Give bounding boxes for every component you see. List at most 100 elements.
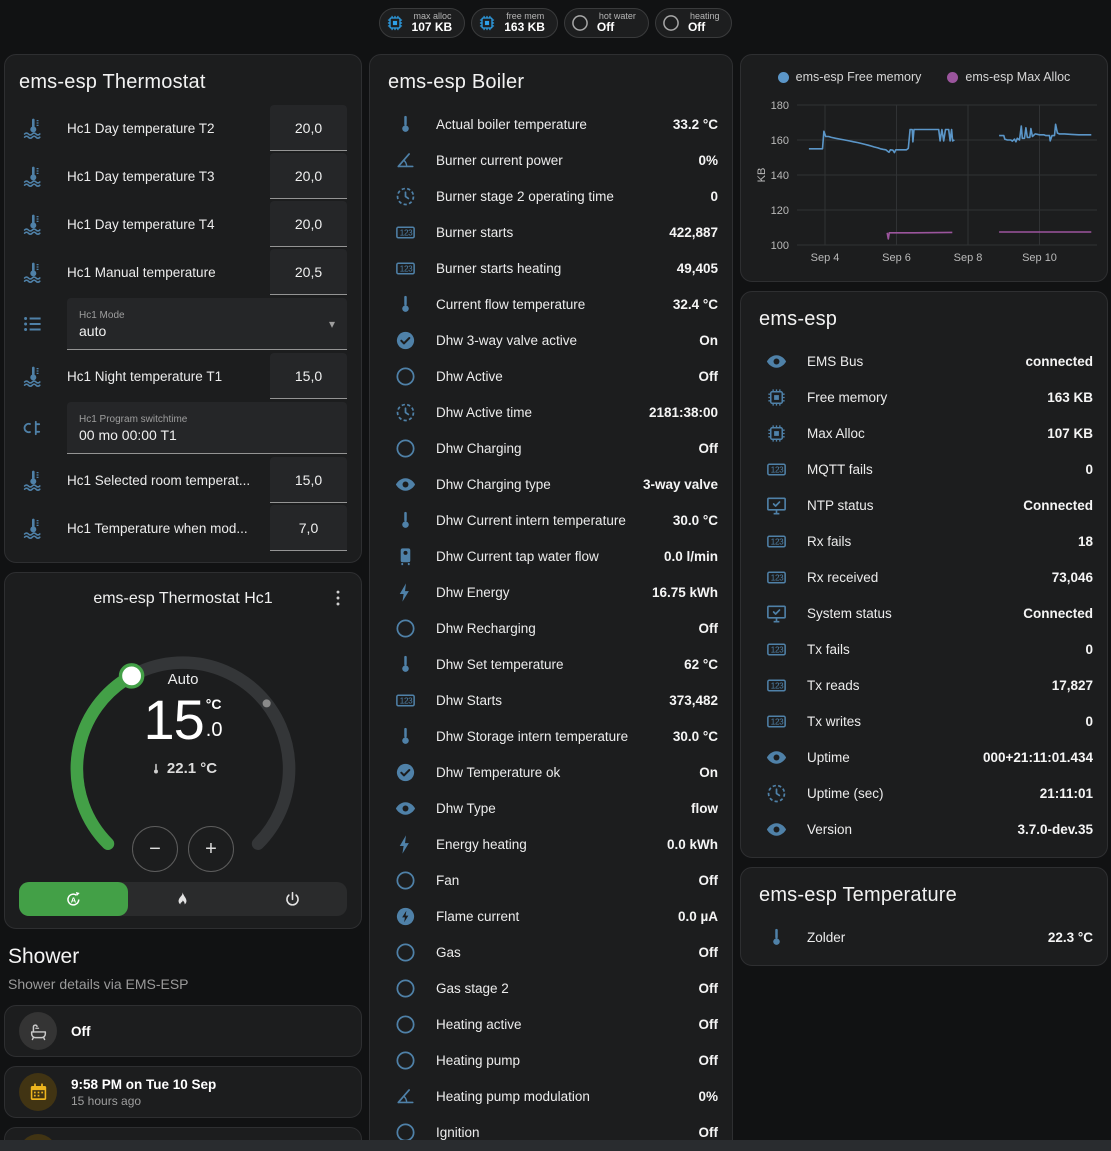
number-input[interactable]: 15,0 bbox=[270, 457, 347, 503]
dial-knob[interactable] bbox=[118, 663, 145, 689]
shower-tile[interactable]: 9:58 PM on Tue 10 Sep 15 hours ago bbox=[4, 1066, 362, 1118]
number-row: Hc1 Selected room temperat... 15,0 bbox=[19, 456, 347, 504]
chip-icon bbox=[477, 13, 497, 33]
entity-row[interactable]: Dhw Charging Off bbox=[382, 430, 720, 466]
hvac-mode-bar: A bbox=[19, 882, 347, 916]
svg-text:140: 140 bbox=[771, 170, 789, 182]
text-row: Hc1 Program switchtime 00 mo 00:00 T1 bbox=[19, 400, 347, 456]
entity-row[interactable]: Actual boiler temperature 33.2 °C bbox=[382, 106, 720, 142]
legend-dot bbox=[947, 71, 959, 83]
eye-icon bbox=[394, 473, 417, 496]
chip-icon bbox=[765, 422, 788, 445]
clock-dashed-icon bbox=[394, 185, 417, 208]
entity-row[interactable]: Heating pump Off bbox=[382, 1042, 720, 1078]
number-input[interactable]: 20,5 bbox=[270, 249, 347, 295]
status-badge[interactable]: max alloc 107 KB bbox=[378, 8, 466, 38]
number-input[interactable]: 20,0 bbox=[270, 201, 347, 247]
legend-item[interactable]: ems-esp Free memory bbox=[777, 70, 921, 84]
entity-row[interactable]: Dhw Current intern temperature 30.0 °C bbox=[382, 502, 720, 538]
number-input[interactable]: 20,0 bbox=[270, 153, 347, 199]
entity-row[interactable]: Current flow temperature 32.4 °C bbox=[382, 286, 720, 322]
legend-item[interactable]: ems-esp Max Alloc bbox=[947, 70, 1070, 84]
coolant-thermometer-icon bbox=[21, 212, 45, 236]
entity-row[interactable]: Fan Off bbox=[382, 862, 720, 898]
entity-row[interactable]: System status Connected bbox=[753, 595, 1095, 631]
svg-text:3: 3 bbox=[779, 681, 784, 690]
valve-icon bbox=[21, 416, 45, 440]
entity-row[interactable]: Burner stage 2 operating time 0 bbox=[382, 178, 720, 214]
shower-tile[interactable]: Off bbox=[4, 1005, 362, 1057]
increase-temp-button[interactable]: + bbox=[188, 826, 234, 872]
entity-row[interactable]: Burner current power 0% bbox=[382, 142, 720, 178]
entity-row[interactable]: Dhw Type flow bbox=[382, 790, 720, 826]
card-title: ems-esp Thermostat bbox=[19, 71, 206, 93]
bathtub-icon bbox=[28, 1021, 49, 1042]
mode-off-button[interactable] bbox=[238, 882, 347, 916]
entity-row[interactable]: Version 3.7.0-dev.35 bbox=[753, 811, 1095, 847]
entity-row[interactable]: Uptime 000+21:11:01.434 bbox=[753, 739, 1095, 775]
coolant-thermometer-icon bbox=[21, 468, 45, 492]
status-badge[interactable]: hot water Off bbox=[563, 8, 649, 38]
number-input[interactable]: 15,0 bbox=[270, 353, 347, 399]
entity-row[interactable]: Uptime (sec) 21:11:01 bbox=[753, 775, 1095, 811]
entity-row[interactable]: Energy heating 0.0 kWh bbox=[382, 826, 720, 862]
svg-text:160: 160 bbox=[771, 135, 789, 147]
thermometer-icon bbox=[394, 293, 417, 316]
status-badge[interactable]: heating Off bbox=[654, 8, 733, 38]
entity-row[interactable]: Gas stage 2 Off bbox=[382, 970, 720, 1006]
entity-row[interactable]: Dhw Active time 2181:38:00 bbox=[382, 394, 720, 430]
coolant-thermometer-icon bbox=[21, 364, 45, 388]
decrease-temp-button[interactable]: − bbox=[132, 826, 178, 872]
mode-select[interactable]: Hc1 Mode auto ▾ bbox=[67, 298, 347, 350]
mode-heat-button[interactable] bbox=[128, 882, 237, 916]
number-input[interactable]: 7,0 bbox=[270, 505, 347, 551]
entity-row[interactable]: Gas Off bbox=[382, 934, 720, 970]
svg-text:2: 2 bbox=[404, 696, 409, 705]
entity-row[interactable]: Zolder 22.3 °C bbox=[753, 919, 1095, 955]
entity-row[interactable]: Dhw 3-way valve active On bbox=[382, 322, 720, 358]
number-input[interactable]: 20,0 bbox=[270, 105, 347, 151]
entity-row[interactable]: Dhw Set temperature 62 °C bbox=[382, 646, 720, 682]
entity-row[interactable]: Dhw Energy 16.75 kWh bbox=[382, 574, 720, 610]
entity-row[interactable]: Dhw Temperature ok On bbox=[382, 754, 720, 790]
check-circle-icon bbox=[394, 329, 417, 352]
program-switchtime-input[interactable]: Hc1 Program switchtime 00 mo 00:00 T1 bbox=[67, 402, 347, 454]
svg-text:A: A bbox=[71, 895, 77, 904]
entity-row[interactable]: Dhw Recharging Off bbox=[382, 610, 720, 646]
status-badge[interactable]: free mem 163 KB bbox=[471, 8, 558, 38]
kebab-menu-icon[interactable] bbox=[327, 587, 349, 609]
entity-row[interactable]: Free memory 163 KB bbox=[753, 379, 1095, 415]
svg-text:KB: KB bbox=[756, 168, 768, 183]
entity-row[interactable]: Dhw Storage intern temperature 30.0 °C bbox=[382, 718, 720, 754]
entity-row[interactable]: Flame current 0.0 µA bbox=[382, 898, 720, 934]
mode-auto-button[interactable]: A bbox=[19, 882, 129, 916]
shower-subtitle: Shower details via EMS-ESP bbox=[8, 976, 189, 992]
svg-text:1: 1 bbox=[400, 228, 405, 237]
entity-row[interactable]: Dhw Active Off bbox=[382, 358, 720, 394]
svg-text:1: 1 bbox=[771, 573, 776, 582]
angle-acute-icon bbox=[394, 1085, 417, 1108]
entity-row[interactable]: Heating pump modulation 0% bbox=[382, 1078, 720, 1114]
entity-row[interactable]: NTP status Connected bbox=[753, 487, 1095, 523]
entity-row[interactable]: EMS Bus connected bbox=[753, 343, 1095, 379]
thermostat-card: ems-esp Thermostat Hc1 Day temperature T… bbox=[4, 54, 362, 563]
entity-row[interactable]: Max Alloc 107 KB bbox=[753, 415, 1095, 451]
fire-icon bbox=[173, 890, 192, 909]
entity-row[interactable]: Dhw Charging type 3-way valve bbox=[382, 466, 720, 502]
svg-text:1: 1 bbox=[400, 264, 405, 273]
entity-row[interactable]: Heating active Off bbox=[382, 1006, 720, 1042]
svg-text:3: 3 bbox=[779, 573, 784, 582]
entity-row[interactable]: Dhw Current tap water flow 0.0 l/min bbox=[382, 538, 720, 574]
